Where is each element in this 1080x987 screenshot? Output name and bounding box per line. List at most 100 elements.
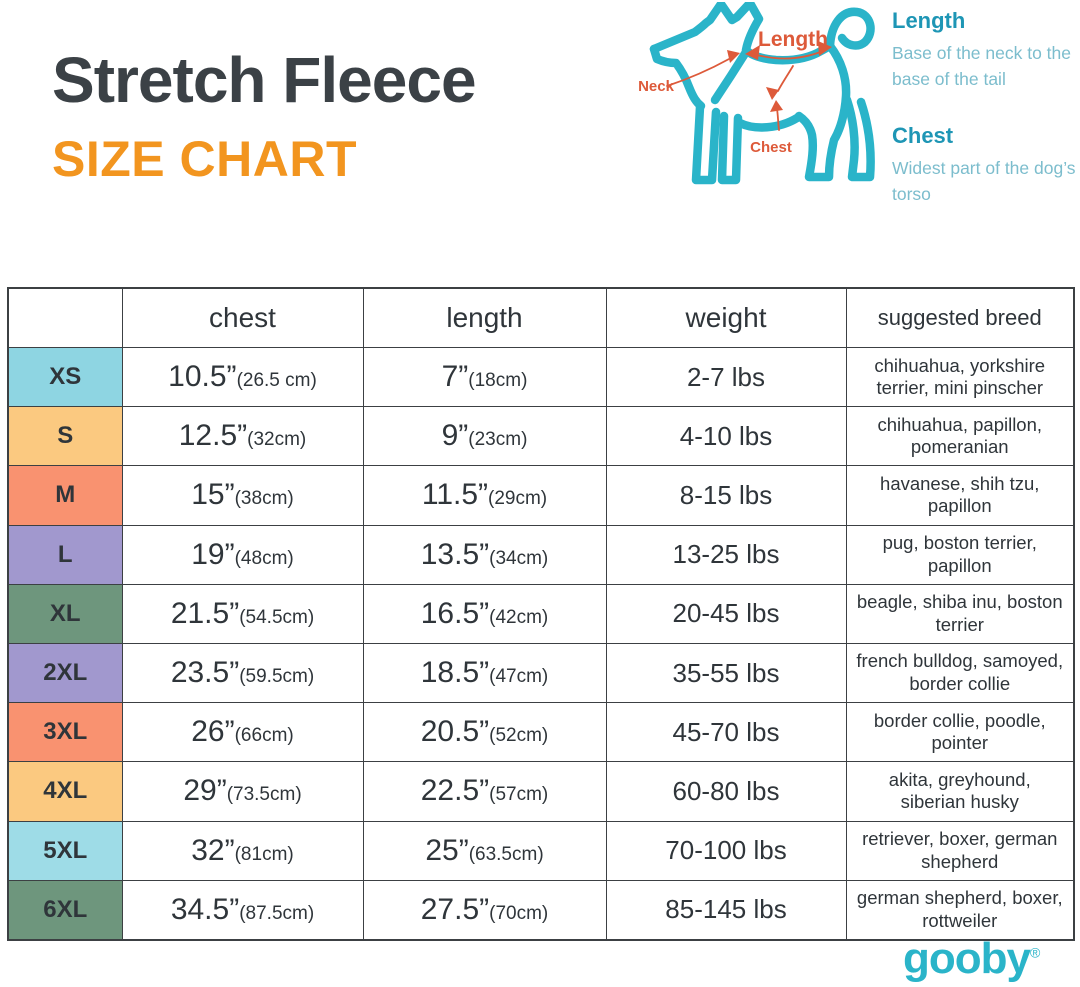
dog-hind-leg-far-path <box>842 95 875 182</box>
length-cm: (63.5cm) <box>468 843 544 865</box>
table-row: 6XL 34.5”(87.5cm) 27.5”(70cm) 85-145 lbs… <box>7 879 1075 941</box>
chest-cell: 26”(66cm) <box>121 702 364 763</box>
size-cell: XL <box>7 583 123 644</box>
length-cm: (57cm) <box>489 784 549 806</box>
dog-front-leg-far-path <box>717 111 743 185</box>
dog-measurement-diagram: Length Neck Chest <box>633 0 878 199</box>
size-cell: M <box>7 465 123 526</box>
length-annotation-label: Length <box>758 28 828 51</box>
header-chest: chest <box>121 287 364 348</box>
table-row: L 19”(48cm) 13.5”(34cm) 13-25 lbs pug, b… <box>7 524 1075 585</box>
weight-cell: 13-25 lbs <box>605 524 847 585</box>
chest-cell: 29”(73.5cm) <box>121 761 364 822</box>
size-cell: 4XL <box>7 761 123 822</box>
size-cell: 6XL <box>7 879 123 941</box>
chest-inches: 26” <box>191 715 235 749</box>
chest-cell: 34.5”(87.5cm) <box>121 879 364 941</box>
chest-inches: 32” <box>191 833 235 867</box>
chest-cm: (73.5cm) <box>226 784 302 806</box>
table-row: M 15”(38cm) 11.5”(29cm) 8-15 lbs havanes… <box>7 465 1075 526</box>
dog-tail-path <box>825 7 875 51</box>
length-cm: (70cm) <box>489 902 549 924</box>
breed-cell: beagle, shiba inu, boston terrier <box>845 583 1075 644</box>
length-cm: (52cm) <box>489 725 549 747</box>
page-subtitle: SIZE CHART <box>52 131 357 187</box>
length-inches: 13.5” <box>420 537 490 571</box>
chest-cell: 15”(38cm) <box>121 465 364 526</box>
breed-cell: border collie, poodle, pointer <box>845 702 1075 763</box>
length-arrow-icon <box>745 41 832 60</box>
chest-inches: 15” <box>191 478 235 512</box>
dog-head-back-path <box>649 0 835 65</box>
header-breed: suggested breed <box>845 287 1075 348</box>
length-cm: (42cm) <box>489 606 549 628</box>
chest-cm: (32cm) <box>247 429 307 451</box>
header-weight: weight <box>605 287 847 348</box>
size-cell: 5XL <box>7 820 123 881</box>
length-inches: 18.5” <box>420 656 490 690</box>
table-row: S 12.5”(32cm) 9”(23cm) 4-10 lbs chihuahu… <box>7 406 1075 467</box>
header-size <box>7 287 123 348</box>
length-cell: 11.5”(29cm) <box>362 465 607 526</box>
length-inches: 25” <box>425 833 469 867</box>
chest-annotation-label: Chest <box>750 139 792 156</box>
chest-cell: 23.5”(59.5cm) <box>121 642 364 704</box>
brand-wordmark: gooby <box>903 934 1031 983</box>
dog-diagram-svg: Length Neck Chest <box>638 0 875 185</box>
breed-cell: german shepherd, boxer, rottweiler <box>845 879 1075 941</box>
chest-cell: 19”(48cm) <box>121 524 364 585</box>
breed-cell: retriever, boxer, german shepherd <box>845 820 1075 881</box>
dog-hind-leg-near-path <box>794 41 851 182</box>
chest-cell: 32”(81cm) <box>121 820 364 881</box>
length-inches: 22.5” <box>420 774 490 808</box>
chest-cm: (38cm) <box>234 488 294 510</box>
size-cell: 2XL <box>7 642 123 704</box>
dog-muzzle-chest-path <box>649 44 706 111</box>
chest-inches: 29” <box>183 774 227 808</box>
dog-belly-path <box>735 113 802 132</box>
legend-length: Length Base of the neck to the base of t… <box>892 8 1080 93</box>
table-row: 3XL 26”(66cm) 20.5”(52cm) 45-70 lbs bord… <box>7 702 1075 763</box>
length-inches: 11.5” <box>421 478 489 512</box>
size-chart-table: chest length weight suggested breed XS 1… <box>7 287 1075 941</box>
measurement-legend: Length Base of the neck to the base of t… <box>892 8 1080 237</box>
breed-cell: akita, greyhound, siberian husky <box>845 761 1075 822</box>
chest-cm: (48cm) <box>234 547 294 569</box>
breed-cell: havanese, shih tzu, papillon <box>845 465 1075 526</box>
size-cell: 3XL <box>7 702 123 763</box>
chest-cell: 12.5”(32cm) <box>121 406 364 467</box>
legend-chest: Chest Widest part of the dog’s torso <box>892 123 1080 208</box>
length-cell: 27.5”(70cm) <box>362 879 607 941</box>
table-row: 5XL 32”(81cm) 25”(63.5cm) 70-100 lbs ret… <box>7 820 1075 881</box>
dog-front-leg-near-path <box>691 102 721 185</box>
table-row: 4XL 29”(73.5cm) 22.5”(57cm) 60-80 lbs ak… <box>7 761 1075 822</box>
weight-cell: 85-145 lbs <box>605 879 847 941</box>
size-cell: S <box>7 406 123 467</box>
length-cell: 13.5”(34cm) <box>362 524 607 585</box>
weight-cell: 2-7 lbs <box>605 346 847 408</box>
length-cm: (18cm) <box>468 370 528 392</box>
length-cell: 9”(23cm) <box>362 406 607 467</box>
weight-cell: 4-10 lbs <box>605 406 847 467</box>
length-cm: (23cm) <box>468 429 528 451</box>
chest-inches: 23.5” <box>170 656 240 690</box>
length-cm: (47cm) <box>489 666 549 688</box>
chest-cm: (26.5 cm) <box>236 370 317 392</box>
length-cell: 20.5”(52cm) <box>362 702 607 763</box>
table-row: 2XL 23.5”(59.5cm) 18.5”(47cm) 35-55 lbs … <box>7 642 1075 704</box>
chest-cell: 10.5”(26.5 cm) <box>121 346 364 408</box>
chest-cm: (66cm) <box>234 725 294 747</box>
length-cm: (29cm) <box>488 488 548 510</box>
chest-arrows-icon <box>766 65 794 131</box>
chest-cm: (87.5cm) <box>239 902 315 924</box>
chest-inches: 12.5” <box>178 419 248 453</box>
weight-cell: 45-70 lbs <box>605 702 847 763</box>
brand-logo: gooby® <box>903 934 1040 984</box>
length-inches: 16.5” <box>420 596 490 630</box>
table-row: XL 21.5”(54.5cm) 16.5”(42cm) 20-45 lbs b… <box>7 583 1075 644</box>
size-cell: L <box>7 524 123 585</box>
length-cell: 18.5”(47cm) <box>362 642 607 704</box>
breed-cell: pug, boston terrier, papillon <box>845 524 1075 585</box>
breed-cell: chihuahua, papillon, pomeranian <box>845 406 1075 467</box>
registered-trademark-icon: ® <box>1029 944 1041 961</box>
